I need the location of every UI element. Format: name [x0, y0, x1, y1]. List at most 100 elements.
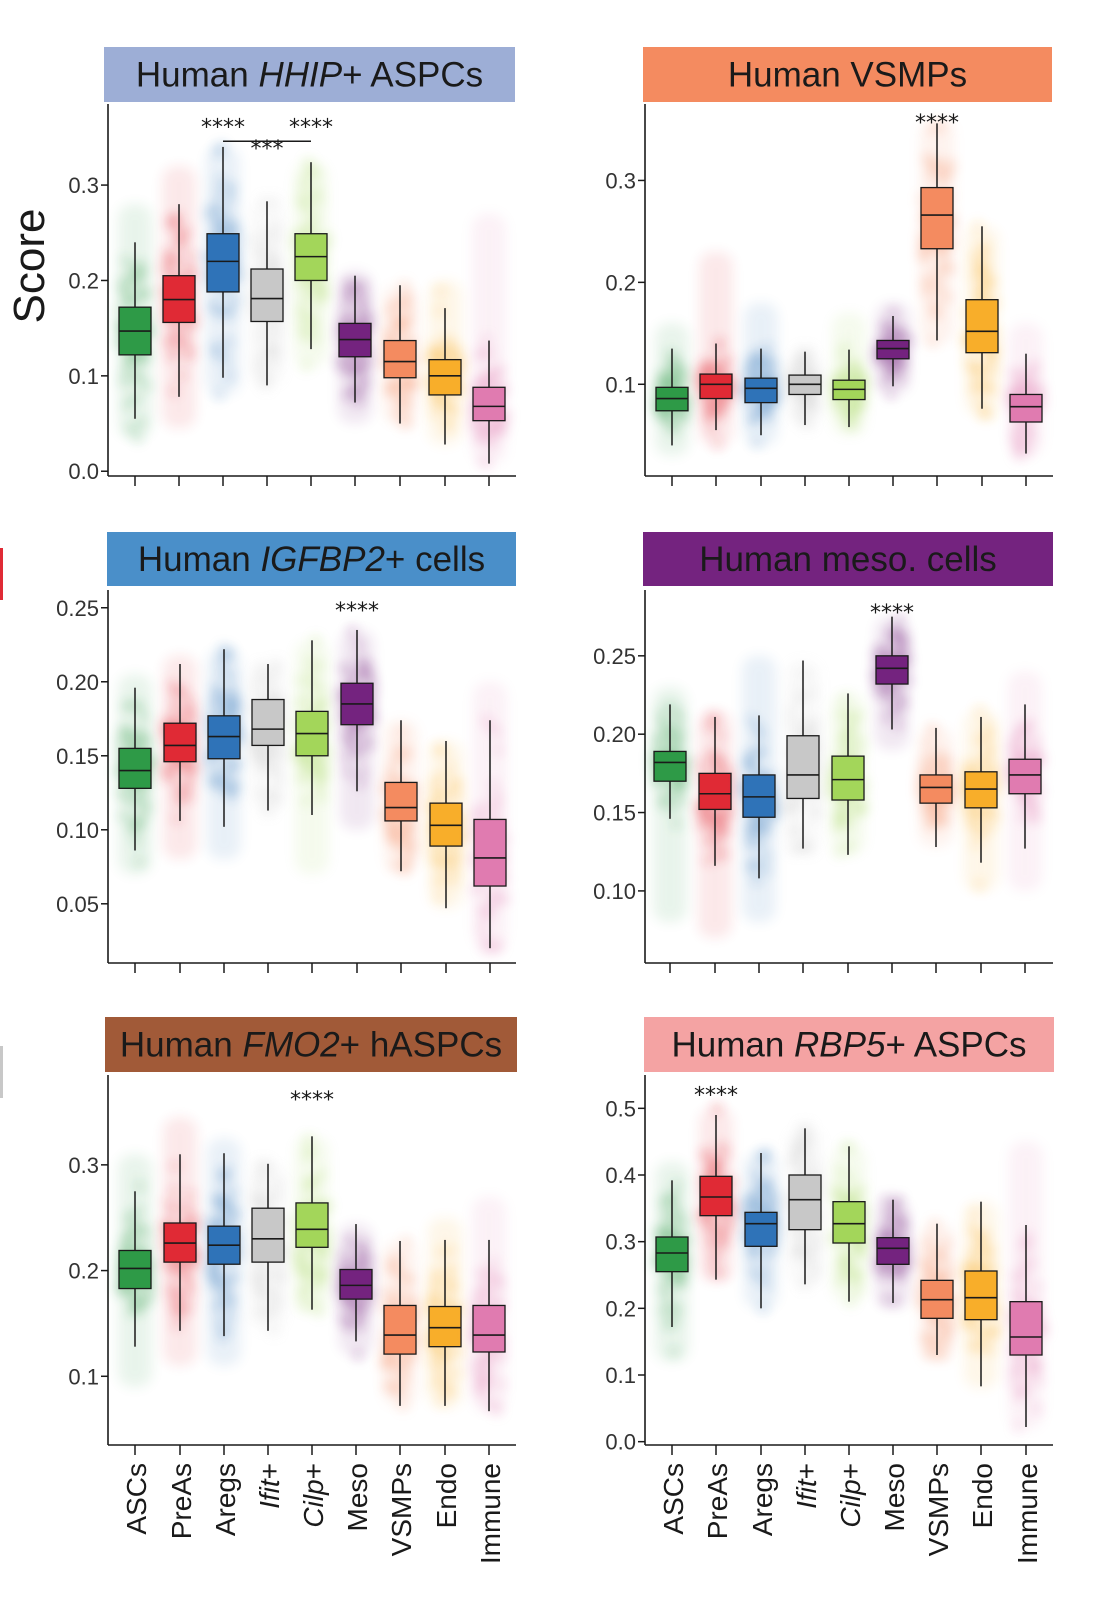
box-PreAs [160, 166, 198, 429]
box-VSMPs [381, 1237, 419, 1410]
panel-2: Human VSMPs 0.1 0.2 0.3 **** [605, 47, 1053, 486]
y-tick-label: 0.10 [56, 818, 99, 843]
x-category-label: Endo [431, 1463, 462, 1528]
box-ASCs [652, 1161, 691, 1362]
y-tick-label: 0.3 [68, 1153, 99, 1178]
significance-stars: **** [915, 111, 959, 136]
edge-mark-gray [0, 1046, 3, 1098]
box-Endo [962, 1201, 1001, 1389]
box-iqr [788, 1174, 822, 1231]
x-category-label: PreAs [702, 1463, 733, 1539]
box-Immune [1008, 1141, 1047, 1431]
box-iqr [383, 339, 417, 379]
box-VSMPs [918, 119, 956, 346]
box-iqr [384, 781, 418, 822]
significance-stars: **** [201, 115, 245, 140]
box-Aregs [741, 302, 781, 446]
box-iqr [876, 339, 910, 360]
y-tick-label: 0.1 [605, 1363, 636, 1388]
panel-4: Human meso. cells 0.10 0.15 0.20 0.25 **** [593, 532, 1053, 973]
box-Cilp+ [291, 158, 331, 370]
box-Endo [425, 280, 465, 445]
panel-title-band [105, 1017, 517, 1072]
box-PreAs [697, 1105, 736, 1282]
y-tick-label: 0.2 [68, 268, 99, 293]
box-Immune [470, 681, 509, 952]
y-tick-label: 0.5 [605, 1096, 636, 1121]
box-iqr [699, 373, 733, 400]
box-iqr [653, 750, 687, 782]
panel-6: Human RBP5+ ASPCs 0.0 0.1 0.2 0.3 0.4 0.5 ASCs P… [605, 1017, 1054, 1564]
box-Ifit+ [782, 660, 824, 852]
box-iqr [472, 386, 506, 422]
box-iqr [876, 1237, 910, 1265]
box-PreAs [695, 710, 735, 938]
box-ASCs [649, 687, 690, 923]
x-category-label: Meso [879, 1463, 910, 1531]
box-Meso [874, 1196, 913, 1309]
box-iqr [964, 1270, 998, 1321]
y-tick-label: 0.2 [605, 1296, 636, 1321]
box-Aregs [204, 646, 244, 860]
edge-mark-red [0, 548, 3, 600]
significance-stars: *** [251, 137, 284, 162]
box-Cilp+ [828, 693, 867, 856]
box-VSMPs [381, 282, 419, 427]
box-Immune [1006, 671, 1044, 891]
box-iqr [383, 1304, 417, 1355]
box-iqr [1008, 758, 1042, 795]
y-tick-label: 0.2 [68, 1259, 99, 1284]
box-VSMPs [381, 720, 418, 875]
box-Aregs [741, 1149, 780, 1312]
box-PreAs [160, 655, 198, 860]
box-iqr [832, 1201, 866, 1244]
x-category-label: Ifit+ [254, 1463, 285, 1509]
box-iqr [1009, 393, 1043, 423]
x-category-label: VSMPs [923, 1463, 954, 1556]
x-category-label: Cilp+ [835, 1463, 866, 1528]
panel-title-band [643, 47, 1052, 102]
box-iqr [875, 655, 909, 685]
x-category-label: ASCs [121, 1463, 152, 1535]
box-PreAs [696, 251, 736, 448]
box-iqr [118, 747, 152, 789]
y-tick-label: 0.1 [605, 372, 636, 397]
box-Meso [336, 1224, 376, 1359]
box-Meso [874, 302, 913, 398]
box-iqr [428, 1305, 462, 1348]
box-iqr [699, 1175, 733, 1217]
box-iqr [428, 358, 462, 396]
y-tick-label: 0.3 [605, 1230, 636, 1255]
box-iqr [339, 1268, 373, 1300]
x-category-label: Endo [967, 1463, 998, 1528]
x-category-label: VSMPs [386, 1463, 417, 1556]
y-tick-label: 0.25 [56, 596, 99, 621]
box-iqr [295, 1202, 329, 1248]
box-Aregs [739, 655, 779, 923]
box-iqr [919, 774, 953, 804]
box-iqr [118, 1249, 152, 1290]
y-tick-label: 0.20 [593, 722, 636, 747]
y-tick-label: 0.4 [605, 1163, 636, 1188]
box-ASCs [114, 674, 155, 875]
y-tick-label: 0.20 [56, 670, 99, 695]
box-Endo [426, 740, 466, 909]
y-tick-label: 0.25 [593, 644, 636, 669]
box-iqr [1009, 1301, 1043, 1356]
y-tick-label: 0.15 [56, 744, 99, 769]
box-Ifit+ [784, 348, 823, 429]
x-category-label: PreAs [166, 1463, 197, 1539]
y-tick-label: 0.3 [605, 168, 636, 193]
panel-title: Human VSMPs [728, 56, 967, 95]
significance-stars: **** [290, 1088, 334, 1113]
box-iqr [831, 755, 865, 801]
box-Endo [963, 223, 999, 419]
panel-title: Human HHIP+ ASPCs [136, 56, 483, 95]
box-Immune [469, 213, 509, 467]
box-iqr [655, 1236, 689, 1273]
box-Immune [469, 1196, 506, 1415]
box-iqr [786, 735, 820, 800]
box-Ifit+ [249, 660, 287, 814]
